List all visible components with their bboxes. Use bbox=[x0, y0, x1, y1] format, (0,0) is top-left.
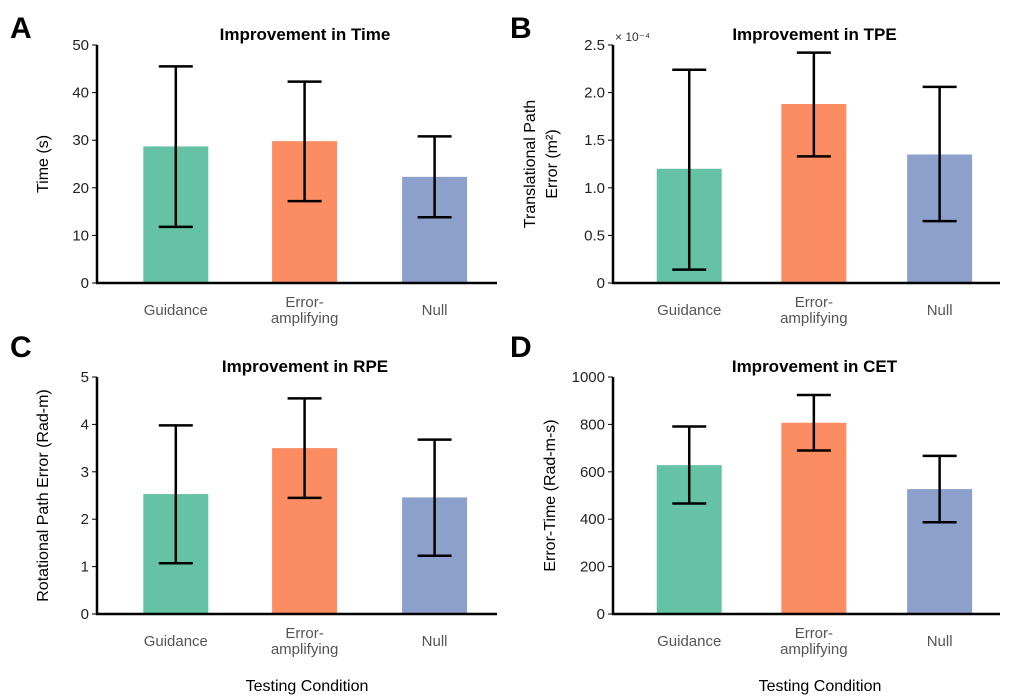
chart-title: Improvement in Time bbox=[220, 25, 391, 44]
y-tick-label: 0 bbox=[597, 275, 605, 292]
chart-title: Improvement in CET bbox=[732, 357, 898, 376]
y-tick-label: 1.0 bbox=[584, 180, 605, 197]
y-axis-label: Translational Path Error (m²) bbox=[522, 100, 561, 228]
y-tick-label: 3 bbox=[81, 464, 89, 481]
y-tick-label: 2.5 bbox=[584, 37, 605, 54]
error-bar-null bbox=[922, 85, 957, 223]
x-axis-label-left: Testing Condition bbox=[246, 678, 369, 695]
y-tick-label: 1000 bbox=[572, 369, 605, 386]
x-tick-label: Error-amplifying bbox=[780, 294, 848, 327]
y-tick-label: 1.5 bbox=[584, 132, 605, 149]
y-tick-label: 0 bbox=[81, 275, 89, 292]
y-tick-label: 5 bbox=[81, 369, 89, 386]
chart-title: Improvement in RPE bbox=[222, 357, 388, 376]
error-bar-error-amplifying bbox=[287, 397, 322, 500]
y-tick-label: 10 bbox=[72, 227, 89, 244]
x-tick-label: Null bbox=[927, 633, 953, 650]
y-tick-label: 2.0 bbox=[584, 85, 605, 102]
y-tick-label: 50 bbox=[72, 37, 89, 54]
error-bar-guidance bbox=[158, 424, 193, 565]
error-bar-null bbox=[922, 454, 957, 524]
y-scale-note: × 10⁻⁴ bbox=[615, 30, 650, 44]
y-axis-label: Error-Time (Rad-m-s) bbox=[542, 419, 559, 571]
panel-letter: C bbox=[10, 331, 32, 364]
chart-panel-d: D Improvement in CET 0 200 400 600 800 1000 Guid… bbox=[510, 331, 1000, 658]
chart-title: Improvement in TPE bbox=[732, 25, 896, 44]
x-tick-label: Error-amplifying bbox=[780, 625, 848, 658]
y-tick-label: 4 bbox=[81, 416, 89, 433]
y-tick-label: 400 bbox=[580, 511, 605, 528]
error-bar-null bbox=[417, 135, 452, 219]
x-tick-label: Null bbox=[422, 633, 448, 650]
error-bar-guidance bbox=[672, 425, 707, 505]
x-tick-label: Null bbox=[422, 302, 448, 319]
error-bar-error-amplifying bbox=[796, 393, 831, 452]
y-tick-label: 40 bbox=[72, 85, 89, 102]
y-tick-label: 1 bbox=[81, 559, 89, 576]
x-tick-label: Error-amplifying bbox=[271, 625, 339, 658]
x-tick-label: Null bbox=[927, 302, 953, 319]
y-tick-label: 30 bbox=[72, 132, 89, 149]
x-tick-label: Guidance bbox=[144, 302, 208, 319]
y-axis-label: Time (s) bbox=[35, 135, 52, 193]
x-tick-label: Guidance bbox=[657, 633, 721, 650]
x-tick-label: Guidance bbox=[657, 302, 721, 319]
x-axis-label-right: Testing Condition bbox=[759, 678, 882, 695]
chart-panel-a: A Improvement in Time 0 10 20 30 40 50 Guidance E… bbox=[10, 12, 497, 327]
panel-letter: D bbox=[510, 331, 532, 364]
panel-letter: B bbox=[510, 12, 532, 45]
error-bar-error-amplifying bbox=[796, 51, 831, 158]
y-tick-label: 600 bbox=[580, 464, 605, 481]
y-tick-label: 800 bbox=[580, 416, 605, 433]
y-tick-label: 2 bbox=[81, 511, 89, 528]
x-tick-label: Guidance bbox=[144, 633, 208, 650]
chart-panel-c: C Improvement in RPE 0 1 2 3 4 5 Guidance Error-a… bbox=[10, 331, 497, 658]
x-tick-label: Error-amplifying bbox=[271, 294, 339, 327]
y-tick-label: 0.5 bbox=[584, 227, 605, 244]
y-tick-label: 0 bbox=[597, 606, 605, 623]
panel-letter: A bbox=[10, 12, 32, 45]
error-bar-error-amplifying bbox=[287, 80, 322, 203]
y-axis-label: Rotational Path Error (Rad-m) bbox=[35, 389, 52, 602]
error-bar-null bbox=[417, 438, 452, 557]
bar-error-amplifying bbox=[781, 422, 847, 614]
y-tick-label: 200 bbox=[580, 559, 605, 576]
y-tick-label: 20 bbox=[72, 180, 89, 197]
chart-panel-b: B Improvement in TPE 0 0.5 1.0 1.5 2.0 2.5 × 10⁻… bbox=[510, 12, 1000, 327]
error-bar-guidance bbox=[158, 65, 193, 229]
y-tick-label: 0 bbox=[81, 606, 89, 623]
error-bar-guidance bbox=[672, 68, 707, 271]
